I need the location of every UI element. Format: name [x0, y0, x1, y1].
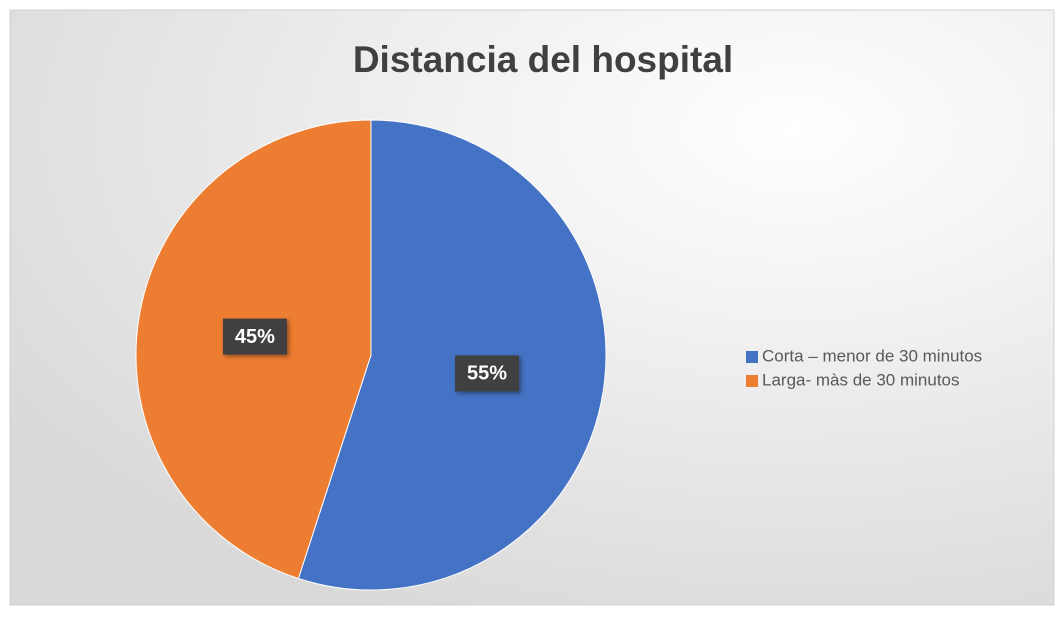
data-label-box	[455, 355, 520, 392]
data-label: 55%	[467, 363, 507, 385]
chart-title: Distancia del hospital	[353, 39, 733, 80]
data-label-box	[222, 318, 287, 355]
legend-label: Larga- màs de 30 minutos	[762, 370, 960, 389]
legend-label: Corta – menor de 30 minutos	[762, 346, 982, 365]
legend-swatch	[746, 351, 758, 363]
data-label: 45%	[235, 326, 275, 348]
pie-slice	[297, 119, 607, 591]
legend-swatch	[746, 375, 758, 387]
